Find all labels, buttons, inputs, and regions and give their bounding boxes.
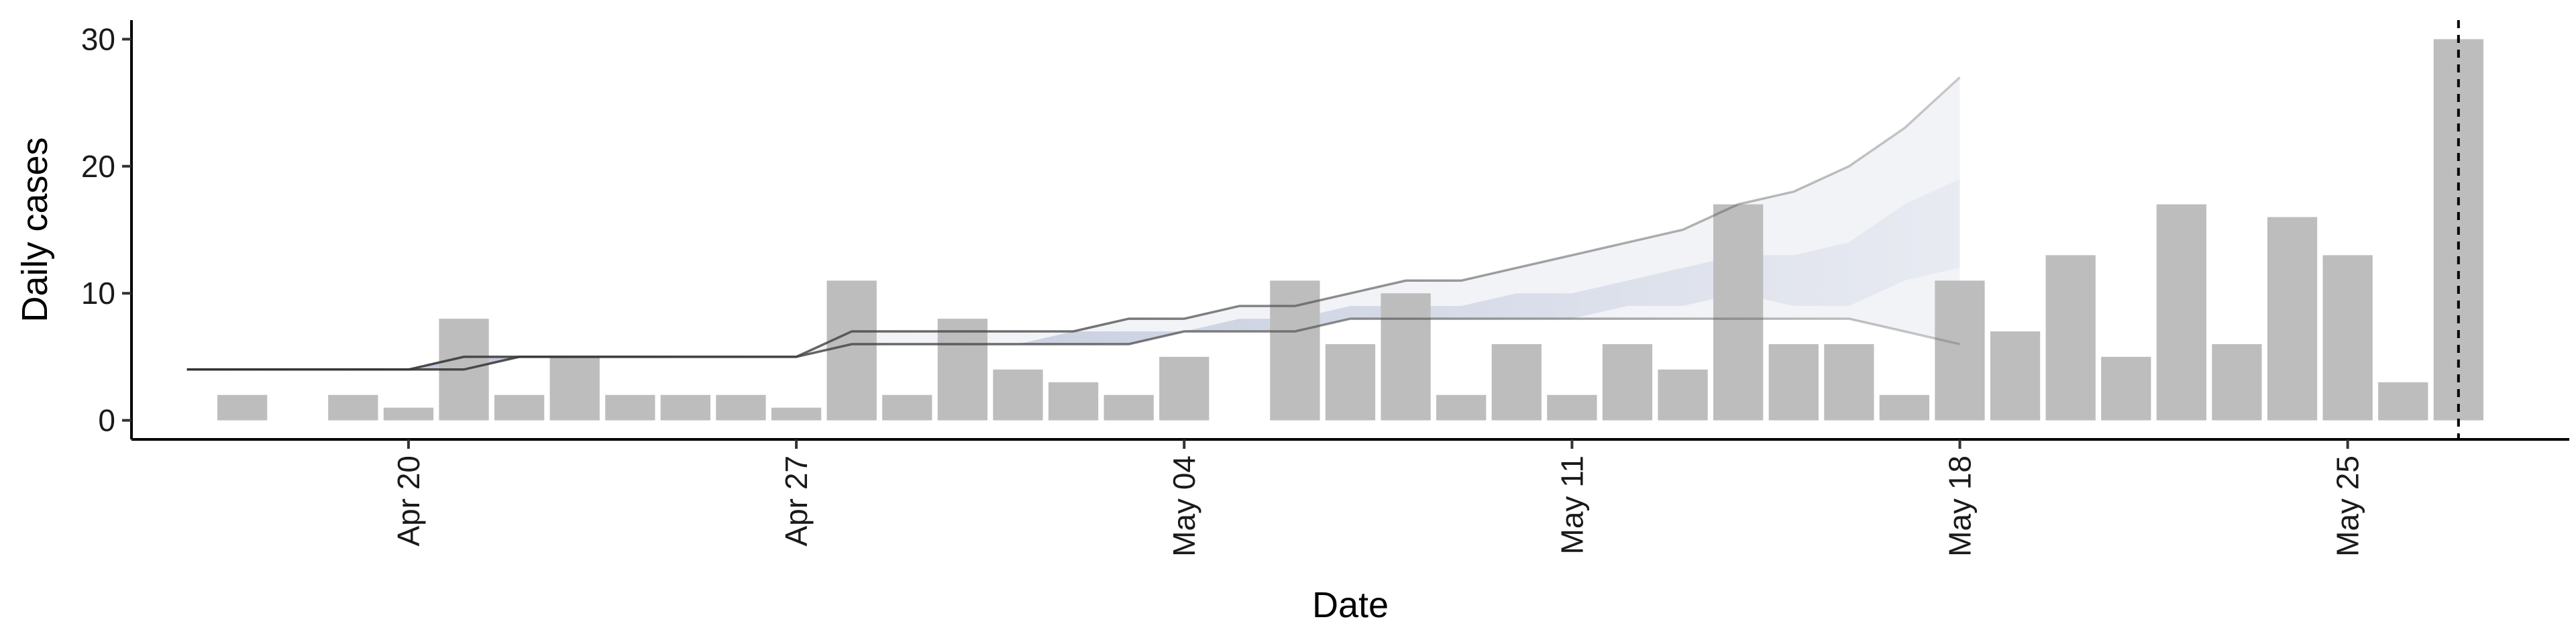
bar — [716, 394, 766, 421]
y-tick-label: 30 — [81, 21, 115, 56]
bar — [383, 407, 434, 421]
bar — [605, 394, 655, 421]
lower-bound-line — [186, 317, 1960, 371]
bar — [1104, 394, 1154, 421]
bar — [1824, 344, 1874, 421]
bar — [1658, 369, 1708, 421]
x-axis-title: Date — [1312, 585, 1389, 625]
bar — [2378, 382, 2428, 421]
bar — [494, 394, 545, 421]
bar — [1547, 394, 1597, 421]
bar — [826, 280, 877, 421]
bar — [937, 319, 987, 421]
x-tick-label: May 11 — [1554, 455, 1589, 554]
bar — [660, 394, 710, 421]
bar — [2322, 255, 2373, 421]
axes: 0 10 20 30 Apr 20 Apr 27 May 04 May 11 May 18 May… — [81, 20, 2569, 557]
bar — [1381, 293, 1431, 421]
bar — [1768, 344, 1819, 421]
bar — [1270, 280, 1320, 421]
bar — [1713, 204, 1764, 421]
y-tick-label: 20 — [81, 149, 115, 184]
x-tick-label: May 18 — [1943, 455, 1978, 557]
bar — [1935, 280, 1985, 421]
bar — [1602, 344, 1653, 421]
upper-bound-line — [186, 76, 1961, 371]
bar — [1436, 394, 1487, 421]
bar — [993, 369, 1043, 421]
bar — [1325, 344, 1376, 421]
x-tick-label: May 25 — [2330, 455, 2365, 557]
x-tick-label: Apr 27 — [779, 455, 814, 547]
bar — [549, 356, 600, 421]
bar — [328, 394, 378, 421]
bar — [2156, 204, 2206, 421]
bar — [1048, 382, 1099, 421]
y-axis-title: Daily cases — [15, 137, 55, 322]
bar — [882, 394, 932, 421]
y-tick-label: 10 — [81, 276, 115, 311]
bar — [1990, 331, 2041, 421]
x-tick-label: Apr 20 — [391, 455, 426, 547]
estimate-lines — [186, 20, 2460, 439]
y-tick-label: 0 — [98, 403, 115, 438]
bar — [2045, 255, 2096, 421]
bar — [1879, 394, 1929, 421]
bar — [1491, 344, 1542, 421]
x-tick-label: May 04 — [1167, 455, 1201, 557]
bar — [2212, 344, 2262, 421]
bar — [771, 407, 822, 421]
estimate-bands — [186, 77, 1960, 370]
bar — [1159, 356, 1210, 421]
case-bars — [217, 39, 2483, 421]
bar — [217, 394, 268, 421]
bar — [2101, 356, 2151, 421]
bar — [2267, 217, 2318, 421]
